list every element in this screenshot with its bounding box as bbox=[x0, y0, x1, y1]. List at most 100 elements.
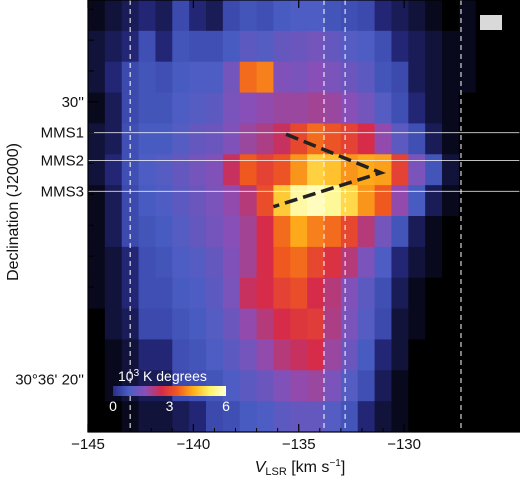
heatmap-cell bbox=[307, 370, 325, 402]
heatmap-cell bbox=[458, 246, 477, 279]
heatmap-cell bbox=[492, 154, 510, 186]
heatmap-cell bbox=[391, 0, 409, 32]
heatmap-cell bbox=[307, 246, 325, 279]
heatmap-cell bbox=[172, 123, 190, 155]
heatmap-cell bbox=[324, 401, 342, 433]
heatmap-cell bbox=[104, 185, 123, 217]
heatmap-cell bbox=[172, 246, 190, 279]
heatmap-cell bbox=[492, 339, 510, 371]
heatmap-cell bbox=[138, 123, 156, 155]
heatmap-cell bbox=[458, 92, 477, 124]
heatmap-cells bbox=[88, 0, 520, 433]
heatmap-cell bbox=[206, 308, 224, 340]
heatmap-cell bbox=[189, 61, 207, 93]
heatmap-cell bbox=[324, 277, 342, 309]
x-tick-label: −130 bbox=[387, 436, 421, 453]
heatmap-cell bbox=[239, 185, 257, 217]
heatmap-cell bbox=[475, 339, 494, 371]
heatmap-cell bbox=[357, 61, 375, 93]
heatmap-cell bbox=[239, 308, 257, 340]
heatmap-cell bbox=[374, 30, 392, 63]
heatmap-cell bbox=[492, 123, 510, 155]
heatmap-cell bbox=[155, 308, 173, 340]
heatmap-cell bbox=[239, 123, 257, 155]
heatmap-cell bbox=[374, 92, 392, 124]
heatmap-cell bbox=[273, 154, 291, 186]
heatmap-cell bbox=[324, 185, 342, 217]
heatmap-cell bbox=[425, 30, 443, 63]
y-axis-title: Declination (J2000) bbox=[5, 143, 22, 281]
heatmap-cell bbox=[121, 0, 139, 32]
heatmap-cell bbox=[172, 401, 190, 433]
heatmap-cell bbox=[256, 370, 274, 402]
heatmap-cell bbox=[172, 308, 190, 340]
heatmap-cell bbox=[391, 246, 409, 279]
heatmap-cell bbox=[509, 401, 520, 433]
heatmap-cell bbox=[492, 216, 510, 248]
heatmap-cell bbox=[425, 370, 443, 402]
heatmap-cell bbox=[138, 185, 156, 217]
heatmap-cell bbox=[104, 154, 123, 186]
heatmap-cell bbox=[425, 339, 443, 371]
heatmap-cell bbox=[509, 154, 520, 186]
heatmap-cell bbox=[239, 92, 257, 124]
heatmap-cell bbox=[206, 277, 224, 309]
heatmap-cell bbox=[458, 308, 477, 340]
heatmap-cell bbox=[509, 339, 520, 371]
heatmap-cell bbox=[104, 401, 123, 433]
heatmap-cell bbox=[172, 185, 190, 217]
heatmap-cell bbox=[509, 30, 520, 63]
heatmap-cell bbox=[138, 216, 156, 248]
heatmap-cell bbox=[138, 339, 156, 371]
heatmap-cell bbox=[256, 339, 274, 371]
heatmap-cell bbox=[458, 339, 477, 371]
heatmap-cell bbox=[408, 401, 426, 433]
heatmap-cell bbox=[340, 92, 359, 124]
heatmap-cell bbox=[458, 30, 477, 63]
heatmap-cell bbox=[104, 246, 123, 279]
heatmap-cell bbox=[340, 30, 359, 63]
heatmap-cell bbox=[290, 185, 308, 217]
heatmap-cell bbox=[222, 92, 241, 124]
heatmap-cell bbox=[408, 370, 426, 402]
heatmap-cell bbox=[340, 185, 359, 217]
heatmap-cell bbox=[256, 246, 274, 279]
heatmap-cell bbox=[475, 185, 494, 217]
heatmap-cell bbox=[222, 123, 241, 155]
heatmap-cell bbox=[189, 246, 207, 279]
heatmap-cell bbox=[256, 30, 274, 63]
heatmap-cell bbox=[374, 370, 392, 402]
heatmap-cell bbox=[189, 277, 207, 309]
heatmap-cell bbox=[172, 30, 190, 63]
heatmap-cell bbox=[509, 308, 520, 340]
source-label: MMS1 bbox=[41, 125, 84, 142]
heatmap-cell bbox=[290, 401, 308, 433]
heatmap-cell bbox=[172, 339, 190, 371]
heatmap-cell bbox=[104, 92, 123, 124]
heatmap-cell bbox=[273, 61, 291, 93]
heatmap-cell bbox=[492, 30, 510, 63]
heatmap-cell bbox=[273, 30, 291, 63]
heatmap-cell bbox=[138, 30, 156, 63]
heatmap-cell bbox=[340, 277, 359, 309]
heatmap-cell bbox=[273, 0, 291, 32]
heatmap-cell bbox=[442, 277, 460, 309]
colorbar-tick-label: 0 bbox=[109, 398, 117, 414]
heatmap-cell bbox=[442, 185, 460, 217]
heatmap-cell bbox=[408, 216, 426, 248]
heatmap-cell bbox=[155, 246, 173, 279]
heatmap-cell bbox=[239, 246, 257, 279]
heatmap-cell bbox=[273, 370, 291, 402]
heatmap-cell bbox=[509, 370, 520, 402]
heatmap-cell bbox=[442, 154, 460, 186]
heatmap-cell bbox=[256, 216, 274, 248]
heatmap-cell bbox=[189, 92, 207, 124]
heatmap-cell bbox=[222, 401, 241, 433]
heatmap-cell bbox=[189, 30, 207, 63]
heatmap-cell bbox=[239, 401, 257, 433]
colorbar: 103 K degrees 0 3 6 bbox=[109, 368, 230, 414]
heatmap-cell bbox=[222, 246, 241, 279]
heatmap-cell bbox=[88, 246, 106, 279]
heatmap-cell bbox=[425, 185, 443, 217]
